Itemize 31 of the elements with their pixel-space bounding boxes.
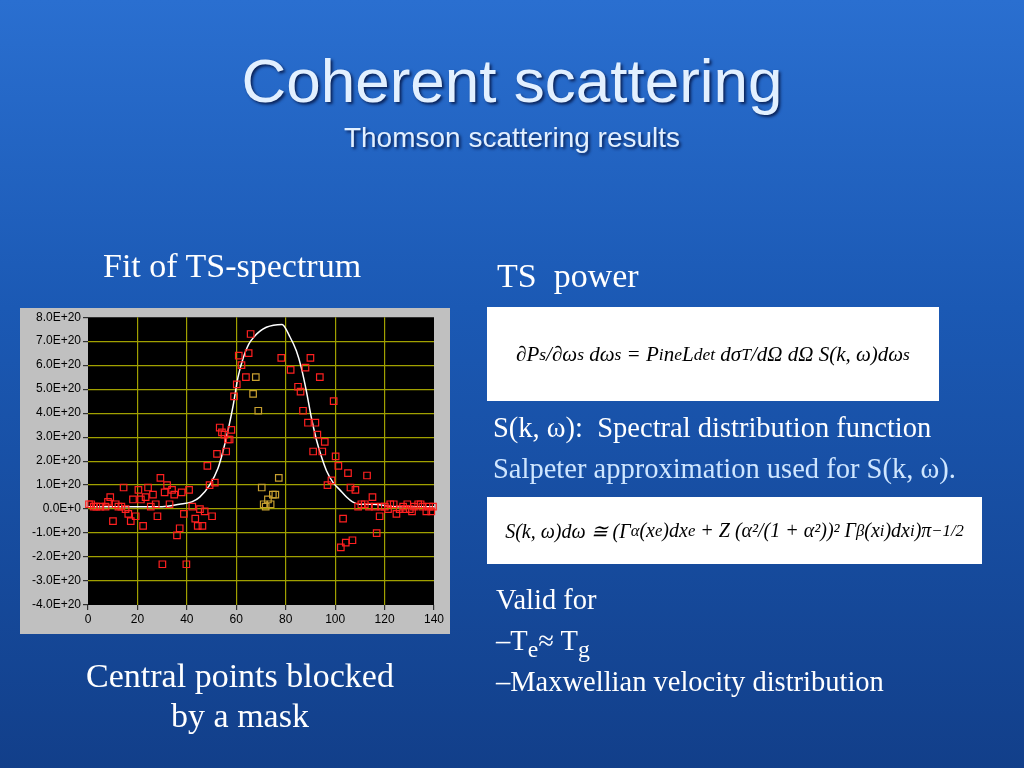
text: Salpeter approximation used for S(k, ω). [493, 453, 956, 484]
text: TS power [497, 257, 639, 294]
y-tick-label: -4.0E+20 [31, 597, 82, 612]
text: –Maxwellian velocity distribution [496, 666, 884, 697]
x-tick-label: 60 [229, 611, 244, 626]
x-tick-label: 20 [130, 611, 145, 626]
y-tick-label: 0.0E+0 [42, 501, 82, 516]
text: Thomson scattering results [342, 122, 682, 153]
y-tick-label: 8.0E+20 [35, 309, 82, 324]
chart-title: Coherent scattering [240, 46, 784, 115]
y-tick-label: -3.0E+20 [31, 573, 82, 588]
x-tick-label: 0 [84, 611, 92, 626]
x-tick-label: 140 [423, 611, 445, 626]
text: Fit of TS-spectrum [103, 247, 362, 284]
x-tick-label: 120 [374, 611, 395, 626]
x-tick-label: 100 [325, 611, 346, 626]
y-tick-label: 5.0E+20 [35, 381, 82, 396]
y-tick-label: -1.0E+20 [31, 525, 82, 540]
x-tick-label: 40 [180, 611, 194, 626]
x-tick-label: 80 [279, 611, 293, 626]
y-tick-label: -2.0E+20 [31, 549, 82, 564]
text: Central points blocked by a mask [85, 656, 395, 736]
y-tick-label: 6.0E+20 [35, 357, 82, 372]
text: Valid for [496, 584, 597, 615]
y-tick-label: 7.0E+20 [35, 333, 82, 348]
y-tick-label: 1.0E+20 [35, 477, 82, 492]
text: S(k, ω): Spectral distribution function [493, 412, 932, 443]
y-tick-label: 4.0E+20 [35, 405, 82, 420]
text: –T$_{e}$≈ T$_{g}$ [496, 625, 590, 662]
y-tick-label: 3.0E+20 [35, 429, 82, 444]
y-tick-label: 2.0E+20 [35, 453, 82, 468]
